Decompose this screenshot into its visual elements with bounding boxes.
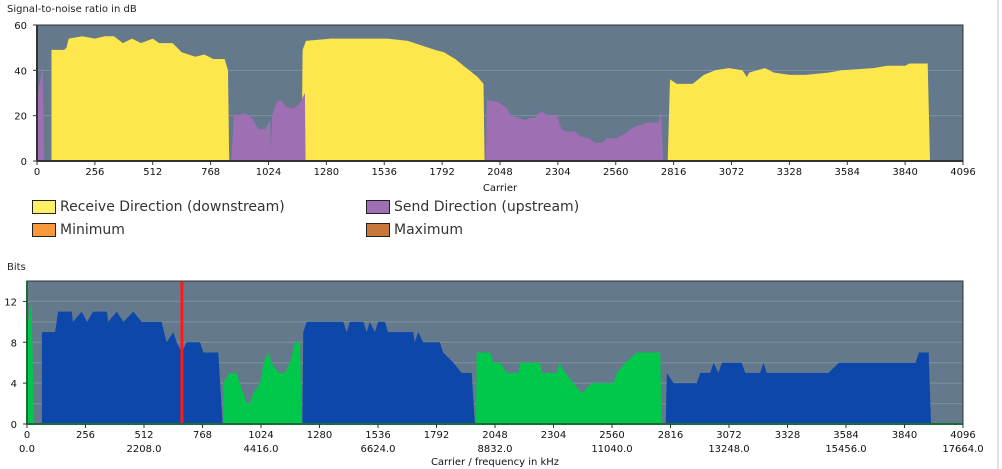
snr-chart: 0 256 512 768 1024 1280 1536 1792 2048 2304 2560 28… [14,21,975,194]
x-tick-label: 512 [134,430,153,441]
x-axis-label: Carrier / frequency in kHz [431,457,559,468]
legend-swatch-upstream [366,200,390,214]
x-tick-freq-label: 15456.0 [825,444,866,455]
x-tick-freq-label: 2208.0 [127,444,162,455]
y-tick-label: 0 [21,157,27,168]
legend-swatch-maximum [366,223,390,237]
y-tick-label: 60 [14,21,27,32]
y-tick-label: 40 [14,66,27,77]
x-tick-freq-label: 8832.0 [478,444,513,455]
x-tick-label: 768 [193,430,212,441]
series-area-0 [301,38,485,161]
x-tick-freq-label: 6624.0 [361,444,396,455]
legend-label: Receive Direction (downstream) [60,199,285,215]
y-tick-label: 12 [4,297,17,308]
x-tick-freq-label: 13248.0 [708,444,749,455]
series-area-0 [665,352,931,424]
legend-item-downstream: Receive Direction (downstream) [32,198,285,216]
x-tick-label: 3328 [777,167,802,178]
y-tick-label: 4 [11,379,17,390]
x-tick-label: 2304 [541,430,566,441]
x-tick-freq-label: 17664.0 [942,444,983,455]
scrollbar[interactable] [997,0,999,469]
x-tick-label: 2304 [545,167,570,178]
x-tick-label: 1536 [372,167,397,178]
x-tick-label: 3584 [833,430,858,441]
bits-chart-title: Bits [7,262,26,273]
x-tick-label: 0 [34,167,40,178]
x-tick-label: 3072 [719,167,744,178]
snr-chart-title: Signal-to-noise ratio in dB [7,4,137,15]
x-tick-label: 3072 [716,430,741,441]
series-area-1 [27,301,34,424]
legend-item-minimum: Minimum [32,221,125,239]
x-tick-label: 2816 [661,167,686,178]
legend-swatch-minimum [32,223,56,237]
x-tick-freq-label: 11040.0 [591,444,632,455]
y-tick-label: 20 [14,112,27,123]
x-tick-label: 1792 [429,167,454,178]
x-tick-label: 2048 [482,430,507,441]
series-area-1 [485,99,664,161]
x-tick-label: 0 [24,430,30,441]
x-tick-label: 768 [201,167,220,178]
legend-item-maximum: Maximum [366,221,463,239]
legend-label: Minimum [60,222,125,238]
x-tick-freq-label: 0.0 [19,444,35,455]
series-area-1 [223,342,302,424]
x-tick-freq-label: 4416.0 [244,444,279,455]
x-tick-label: 3584 [835,167,860,178]
series-area-1 [37,65,45,161]
x-tick-label: 2560 [603,167,628,178]
x-tick-label: 1024 [256,167,281,178]
x-tick-label: 2048 [487,167,512,178]
y-tick-label: 8 [11,338,17,349]
x-tick-label: 2560 [599,430,624,441]
x-tick-label: 4096 [950,167,975,178]
x-tick-label: 1280 [307,430,332,441]
x-tick-label: 1792 [424,430,449,441]
x-tick-label: 256 [76,430,95,441]
x-tick-label: 3328 [775,430,800,441]
x-tick-label: 1024 [248,430,273,441]
legend-swatch-downstream [32,200,56,214]
legend-label: Send Direction (upstream) [394,199,580,215]
series-area-0 [302,321,475,424]
x-tick-label: 1536 [365,430,390,441]
x-tick-label: 3840 [892,167,917,178]
y-tick-label: 0 [11,420,17,431]
legend-label: Maximum [394,222,463,238]
series-area-1 [476,352,662,424]
series-area-0 [41,311,223,424]
legend-item-upstream: Send Direction (upstream) [366,198,579,216]
x-tick-label: 1280 [314,167,339,178]
series-area-0 [667,63,930,161]
series-area-1 [231,93,306,161]
x-tick-label: 2816 [658,430,683,441]
x-axis-label: Carrier [483,183,518,194]
x-tick-label: 4096 [950,430,975,441]
x-tick-label: 3840 [892,430,917,441]
x-tick-label: 256 [85,167,104,178]
x-tick-label: 512 [143,167,162,178]
series-area-0 [51,36,230,161]
